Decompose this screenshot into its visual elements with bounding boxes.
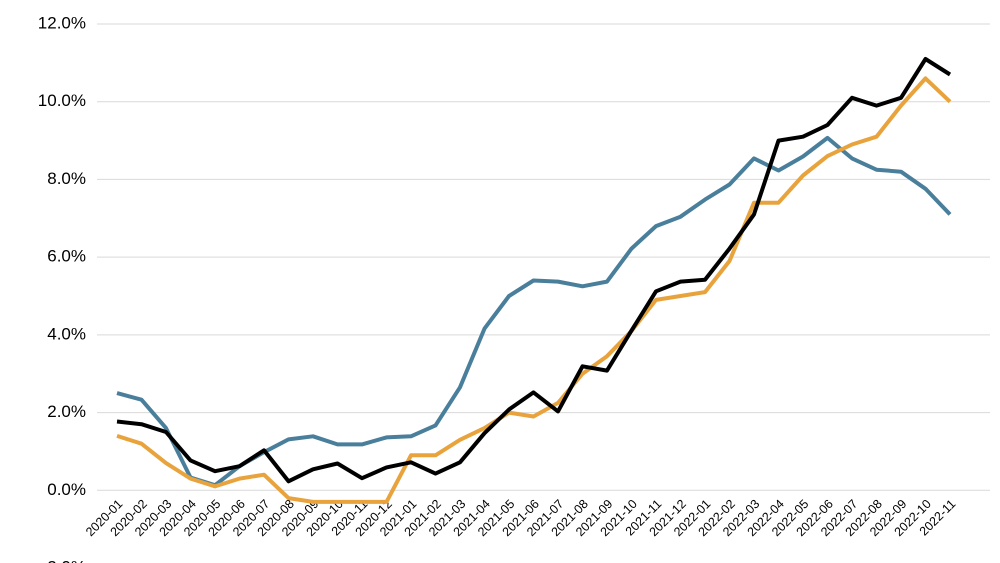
y-tick-label: -2.0%: [42, 557, 86, 563]
series-line: [116, 76, 952, 504]
series-line: [116, 135, 952, 488]
y-tick-label: 8.0%: [47, 169, 86, 188]
y-tick-label: 2.0%: [47, 402, 86, 421]
y-tick-label: 6.0%: [47, 247, 86, 266]
y-tick-label: 0.0%: [47, 480, 86, 499]
y-tick-label: 10.0%: [38, 91, 86, 110]
series-line: [116, 57, 952, 484]
y-tick-label: 12.0%: [38, 13, 86, 32]
y-tick-label: 4.0%: [47, 324, 86, 343]
